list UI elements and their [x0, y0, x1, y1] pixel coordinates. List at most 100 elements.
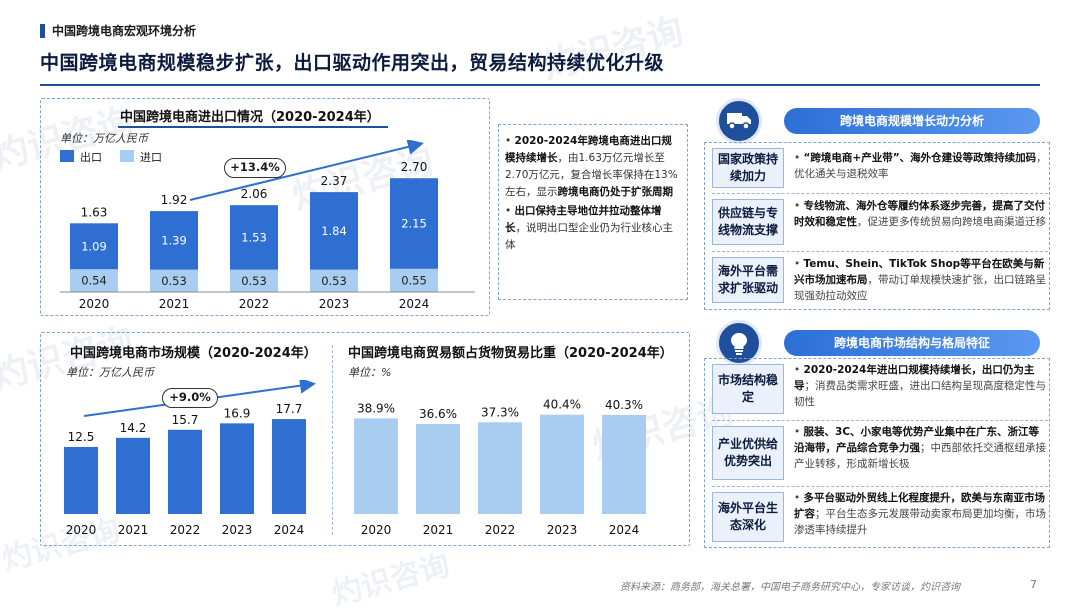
total-value-label: 1.63: [81, 205, 108, 219]
x-tick-label: 2024: [399, 297, 430, 311]
structure-row-label: 海外平台生态深化: [712, 492, 784, 542]
desc-bold: 服装、3C、小家电等优势产业集中在广东、浙江等沿海带，产品综合竞争力强: [794, 426, 1040, 454]
growth-drivers-header: 跨境电商规模增长动力分析: [784, 108, 1040, 134]
desc-bold: 多平台驱动外贸线上化程度提升，欧美与东南亚市场扩容: [794, 492, 1046, 520]
structure-row-label: 市场结构稳定: [712, 364, 784, 414]
x-tick-label: 2024: [609, 523, 640, 537]
desc-text: ，带动订单规模快速扩张，出口链路呈现强劲拉动效应: [794, 274, 1046, 302]
source-note: 资料来源：商务部，海关总署，中国电子商务研究中心，专家访谈，灼识咨询: [620, 582, 960, 593]
bar-import: [310, 269, 358, 292]
share-value-label: 40.4%: [543, 398, 581, 412]
export-value-label: 1.84: [321, 224, 347, 238]
share-bar: [540, 414, 584, 514]
page-title: 中国跨境电商规模稳步扩张，出口驱动作用突出，贸易结构持续优化升级: [40, 52, 665, 74]
x-tick-label: 2020: [361, 523, 392, 537]
desc-text: ；消费品类需求旺盛，进出口结构呈现高度稳定性与韧性: [794, 380, 1046, 408]
market-size-value-label: 14.2: [120, 421, 147, 435]
legend-label-import: 进口: [140, 151, 162, 164]
chart1-title: 中国跨境电商进出口情况（2020-2024年）: [120, 110, 380, 125]
commentary-bullet: • 出口保持主导地位并拉动整体增长，说明出口型企业仍为行业核心主体: [505, 205, 673, 251]
total-value-label: 2.37: [321, 174, 348, 188]
export-value-label: 1.09: [81, 239, 107, 253]
desc-text: ，优化通关与退税效率: [794, 152, 1047, 180]
bar-import: [390, 268, 438, 292]
share-bar: [416, 424, 460, 514]
x-tick-label: 2020: [79, 297, 110, 311]
total-value-label: 2.70: [401, 160, 428, 174]
chart2-unit: 单位：万亿人民币: [66, 366, 154, 379]
share-value-label: 40.3%: [605, 398, 643, 412]
commentary-bold: 跨境电商仍处于扩张周期: [557, 186, 674, 198]
section-marker: [40, 24, 45, 38]
section-title: 中国跨境电商宏观环境分析: [52, 24, 197, 38]
bar-export: [150, 211, 198, 270]
desc-text: ；中西部依托交通枢纽承接产业转移，形成新增长极: [794, 442, 1046, 470]
market-size-bar: [64, 446, 98, 514]
structure-row-label: 产业优供给优势突出: [712, 426, 784, 480]
growth-row-label: 海外平台需求扩张驱动: [712, 257, 784, 303]
x-tick-label: 2021: [118, 523, 149, 537]
bar-export: [390, 178, 438, 269]
share-value-label: 38.9%: [357, 401, 395, 415]
desc-text: ；平台生态多元发展带动卖家布局更加均衡，市场渗透率持续提升: [794, 508, 1046, 536]
commentary-text: ，由1.63万亿元增长至2.70万亿元，复合增长率保持在13%左右，显示: [505, 152, 678, 198]
share-value-label: 36.6%: [419, 407, 457, 421]
import-value-label: 0.53: [241, 274, 267, 288]
x-tick-label: 2022: [170, 523, 201, 537]
desc-bold: Temu、Shein、TikTok Shop等平台在欧美与新兴市场加速布局: [794, 258, 1045, 286]
structure-row-desc: • 2020-2024年进出口规模持续增长，出口仍为主导；消费品类需求旺盛，进出…: [794, 364, 1046, 408]
market-size-value-label: 16.9: [224, 406, 251, 420]
title-divider: [40, 84, 1040, 86]
export-value-label: 1.39: [161, 233, 187, 247]
total-value-label: 1.92: [161, 193, 188, 207]
legend-label-export: 出口: [80, 151, 102, 164]
import-value-label: 0.55: [401, 273, 427, 287]
bar-import: [230, 269, 278, 292]
share-bar: [602, 414, 646, 514]
export-value-label: 1.53: [241, 230, 267, 244]
import-value-label: 0.53: [161, 274, 187, 288]
chart1-svg: 0.54 1.09 1.63 2020 0.53 1.39 1.92 2021 0.53 1.53…: [60, 140, 475, 311]
growth-row-desc: • Temu、Shein、TikTok Shop等平台在欧美与新兴市场加速布局，…: [794, 258, 1046, 302]
x-tick-label: 2022: [239, 297, 270, 311]
growth-row-label: 国家政策持续加力: [712, 148, 784, 188]
chart1-commentary: • 2020-2024年跨境电商进出口规模持续增长，由1.63万亿元增长至2.7…: [498, 124, 688, 300]
row-separator: [712, 486, 1048, 487]
x-tick-label: 2023: [222, 523, 253, 537]
market-size-value-label: 12.5: [68, 430, 95, 444]
bar-export: [70, 223, 118, 270]
market-size-bar: [272, 419, 306, 514]
commentary-bold: 2020-2024年跨境电商进出口规模持续增长: [505, 135, 672, 164]
watermark: 灼识咨询: [538, 10, 688, 88]
chart2-svg: 12.5 2020 14.2 2021 15.7 2022 16.9 2023 17.7 2024: [64, 380, 316, 537]
structure-header: 跨境电商市场结构与格局特征: [784, 330, 1040, 356]
x-tick-label: 2021: [159, 297, 190, 311]
market-size-bar: [220, 423, 254, 514]
import-value-label: 0.53: [321, 274, 347, 288]
chart2-title: 中国跨境电商市场规模（2020-2024年）: [70, 346, 317, 361]
market-size-value-label: 17.7: [276, 402, 303, 416]
watermark: 灼识咨询: [328, 547, 454, 608]
desc-bold: “跨境电商+产业带”、海外仓建设等政策持续加码: [803, 152, 1037, 164]
structure-panel: [704, 358, 1050, 548]
chart3-unit: 单位：%: [348, 366, 392, 379]
share-value-label: 37.3%: [481, 405, 519, 419]
chart-divider: [332, 345, 333, 535]
row-separator: [712, 251, 1048, 252]
chart1-cagr-arrow: [189, 140, 424, 201]
legend-swatch-import: [120, 150, 134, 162]
chart3-title: 中国跨境电商贸易额占货物贸易比重（2020-2024年）: [348, 346, 673, 361]
commentary-bold: 出口保持主导地位并拉动整体增长: [505, 205, 662, 234]
growth-row-label: 供应链与专线物流支撑: [712, 199, 784, 245]
bar-export: [310, 192, 358, 270]
x-tick-label: 2021: [423, 523, 454, 537]
x-tick-label: 2022: [485, 523, 516, 537]
desc-bold: 专线物流、海外仓等履约体系逐步完善，提高了交付时效和稳定性: [794, 200, 1046, 228]
charts-bottom-panel: [40, 332, 690, 546]
x-tick-label: 2023: [547, 523, 578, 537]
market-size-value-label: 15.7: [172, 413, 199, 427]
growth-row-desc: • 专线物流、海外仓等履约体系逐步完善，提高了交付时效和稳定性，促进更多传统贸易…: [794, 200, 1046, 228]
market-size-bar: [116, 437, 150, 514]
growth-drivers-panel: [704, 142, 1050, 310]
chart1-cagr-badge: +13.4%: [224, 158, 286, 178]
